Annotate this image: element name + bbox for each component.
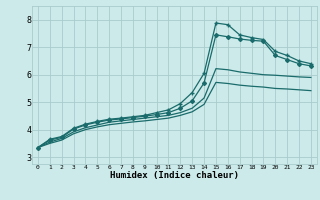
- X-axis label: Humidex (Indice chaleur): Humidex (Indice chaleur): [110, 171, 239, 180]
